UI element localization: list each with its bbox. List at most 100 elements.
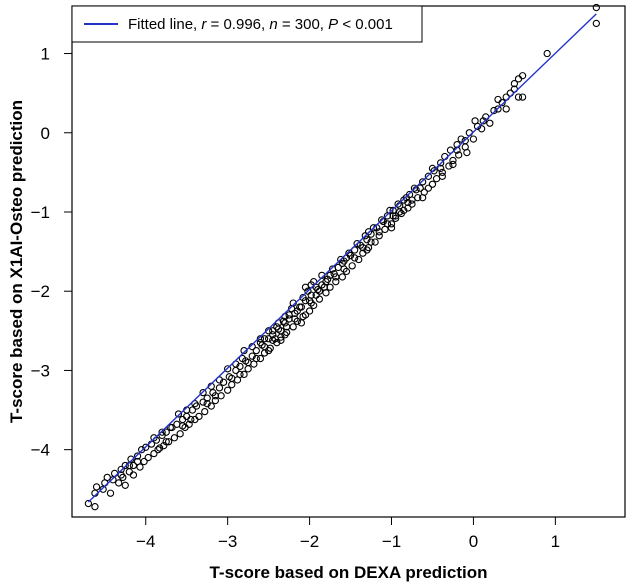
data-point <box>289 323 297 331</box>
data-point <box>279 317 288 325</box>
data-point <box>367 238 375 246</box>
legend-prefix: Fitted line, <box>128 16 201 33</box>
x-axis-title: T-score based on DEXA prediction <box>209 563 487 582</box>
data-point <box>269 331 277 339</box>
data-point <box>449 156 457 165</box>
x-tick-label: 0 <box>469 532 478 551</box>
data-point <box>91 503 99 511</box>
data-point <box>129 471 138 479</box>
data-point <box>383 220 392 228</box>
data-point <box>252 354 260 363</box>
data-point <box>224 365 232 373</box>
data-point <box>518 72 527 80</box>
data-point <box>445 162 453 170</box>
data-point <box>322 278 330 286</box>
data-point <box>328 265 337 273</box>
fitted-line <box>87 13 597 503</box>
data-point <box>256 339 265 347</box>
data-point <box>424 172 433 180</box>
x-axis: −4 −3 −2 −1 0 1 <box>136 517 560 551</box>
data-point <box>166 423 174 432</box>
data-point <box>238 354 247 363</box>
data-point <box>170 434 179 442</box>
y-tick-label: −4 <box>31 441 50 460</box>
data-point <box>137 446 146 454</box>
data-point <box>592 3 600 12</box>
data-point <box>281 331 289 339</box>
data-point <box>252 346 260 355</box>
data-point <box>389 212 397 220</box>
data-point <box>178 415 187 424</box>
data-point <box>375 232 383 240</box>
data-point <box>363 236 371 244</box>
data-point <box>160 442 168 450</box>
data-point <box>355 255 363 264</box>
data-point <box>277 327 285 335</box>
data-point <box>154 446 162 454</box>
x-tick-label: −4 <box>136 532 155 551</box>
data-point <box>477 125 486 133</box>
x-tick-label: 1 <box>551 532 560 551</box>
data-point <box>307 299 315 307</box>
data-point <box>282 323 291 331</box>
data-point <box>543 49 551 58</box>
data-point <box>240 346 248 355</box>
data-point <box>408 200 416 208</box>
data-point <box>92 483 101 491</box>
data-point <box>144 453 152 462</box>
data-point <box>363 246 371 254</box>
data-point <box>400 206 408 215</box>
data-point <box>494 105 502 113</box>
data-point <box>287 304 296 313</box>
data-point <box>424 184 433 192</box>
data-point <box>479 117 487 125</box>
data-point <box>391 214 400 222</box>
y-axis-title: T-score based on X1AI-Osteo prediction <box>7 100 26 423</box>
data-point <box>315 287 324 295</box>
data-point <box>340 265 348 273</box>
data-point <box>260 335 269 343</box>
data-point <box>408 196 416 204</box>
data-point <box>315 295 324 303</box>
data-point <box>345 249 353 257</box>
data-point <box>391 212 400 220</box>
legend-label: Fitted line, r = 0.996, n = 300, P < 0.0… <box>128 16 393 33</box>
data-point <box>191 400 199 408</box>
legend-p-value: < 0.001 <box>338 16 393 33</box>
data-point <box>273 339 281 347</box>
data-point <box>264 346 273 355</box>
data-point <box>400 196 408 204</box>
data-point <box>326 271 334 280</box>
data-point <box>162 428 170 436</box>
data-point <box>396 208 404 216</box>
data-point <box>490 106 498 115</box>
data-point <box>404 198 412 207</box>
data-point <box>219 378 228 386</box>
data-point <box>342 267 351 276</box>
data-point <box>386 206 394 215</box>
data-point <box>364 228 373 236</box>
data-point <box>486 119 494 127</box>
data-point <box>350 254 359 262</box>
data-point <box>375 228 383 236</box>
data-point <box>469 135 478 143</box>
data-point <box>201 407 209 416</box>
data-point <box>162 438 170 446</box>
data-point <box>348 262 356 270</box>
data-point <box>438 168 446 177</box>
data-point <box>121 461 129 470</box>
data-point <box>463 148 471 157</box>
data-point <box>156 444 164 452</box>
data-point <box>338 273 347 281</box>
data-point <box>106 489 115 497</box>
data-point <box>510 79 519 88</box>
data-point <box>310 301 318 310</box>
legend: Fitted line, r = 0.996, n = 300, P < 0.0… <box>71 5 423 43</box>
data-point <box>142 443 150 451</box>
data-point <box>269 327 277 335</box>
legend-r-symbol: r <box>201 16 207 33</box>
data-point <box>465 129 473 137</box>
data-point <box>150 449 158 458</box>
data-point <box>455 151 463 159</box>
